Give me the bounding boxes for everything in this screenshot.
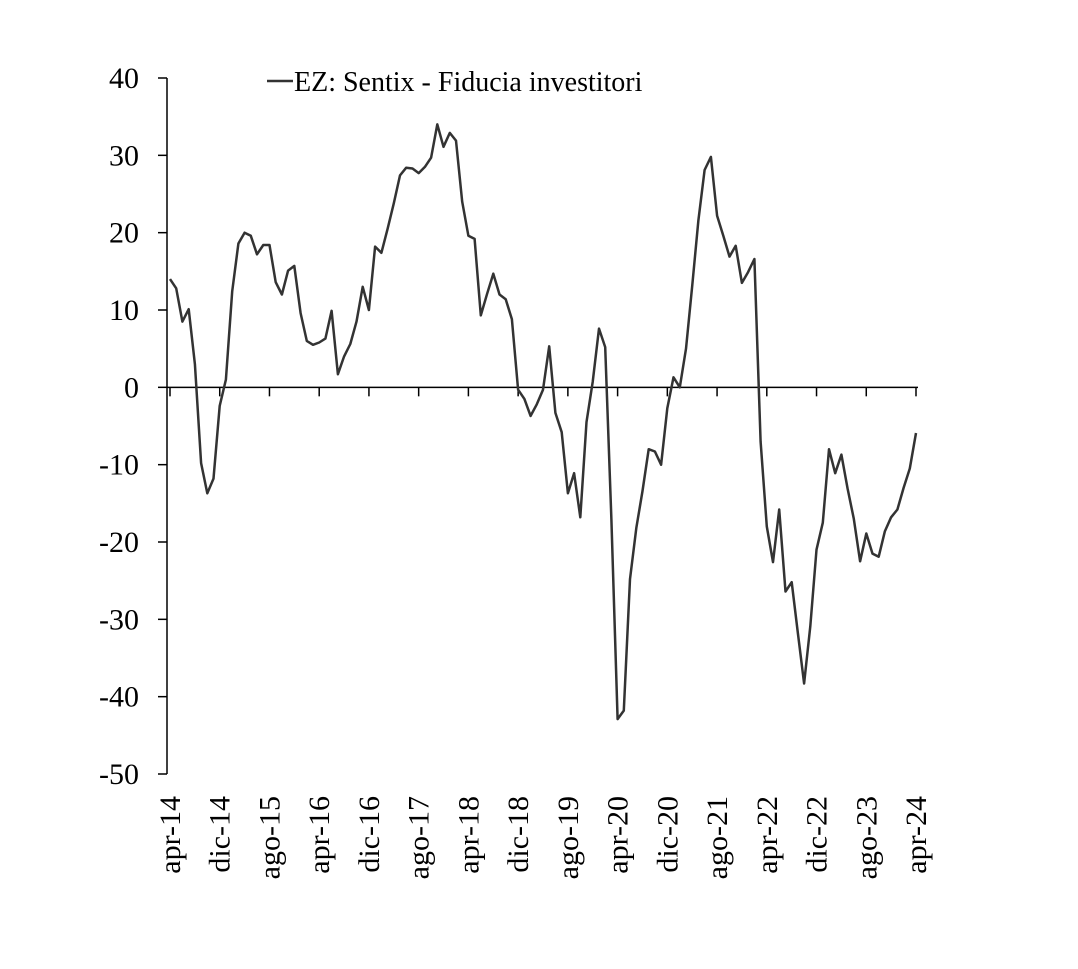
x-tick-label: dic-18: [502, 796, 535, 873]
y-tick-label: 0: [124, 371, 139, 404]
x-tick-label: apr-16: [303, 796, 336, 874]
x-tick-label: apr-18: [452, 796, 485, 874]
x-tick-label: dic-14: [204, 796, 237, 873]
y-tick-label: -50: [99, 758, 139, 791]
y-tick-label: 10: [109, 294, 139, 327]
x-tick-label: apr-14: [154, 796, 187, 874]
y-tick-label: -40: [99, 681, 139, 714]
x-tick-label: ago-19: [552, 796, 585, 879]
legend-label: EZ: Sentix - Fiducia investitori: [294, 67, 643, 98]
x-tick-labels: apr-14 dic-14 ago-15 apr-16 dic-16 ago-17 apr-…: [154, 796, 933, 879]
y-tick-label: -30: [99, 603, 139, 636]
x-tick-label: ago-23: [850, 796, 883, 879]
series-line-sentix: [168, 123, 918, 721]
series-group: [168, 123, 918, 721]
legend: EZ: Sentix - Fiducia investitori: [267, 67, 643, 98]
x-tick-label: ago-17: [403, 796, 436, 879]
x-tick-label: dic-22: [801, 796, 834, 873]
x-tick-label: dic-16: [353, 796, 386, 873]
x-tick-label: ago-15: [253, 796, 286, 879]
y-axis: [158, 77, 168, 775]
y-tick-label: -10: [99, 449, 139, 482]
y-tick-label: 40: [109, 62, 139, 95]
y-tick-label: 20: [109, 217, 139, 250]
x-tick-label: ago-21: [701, 796, 734, 879]
x-tick-label: apr-24: [900, 796, 933, 874]
y-tick-label: 30: [109, 139, 139, 172]
y-tick-labels: 40 30 20 10 0 -10 -20 -30 -40 -50: [99, 62, 139, 791]
x-tick-label: apr-22: [751, 796, 784, 874]
x-tick-label: dic-20: [651, 796, 684, 873]
x-tick-label: apr-20: [602, 796, 635, 874]
y-tick-label: -20: [99, 526, 139, 559]
